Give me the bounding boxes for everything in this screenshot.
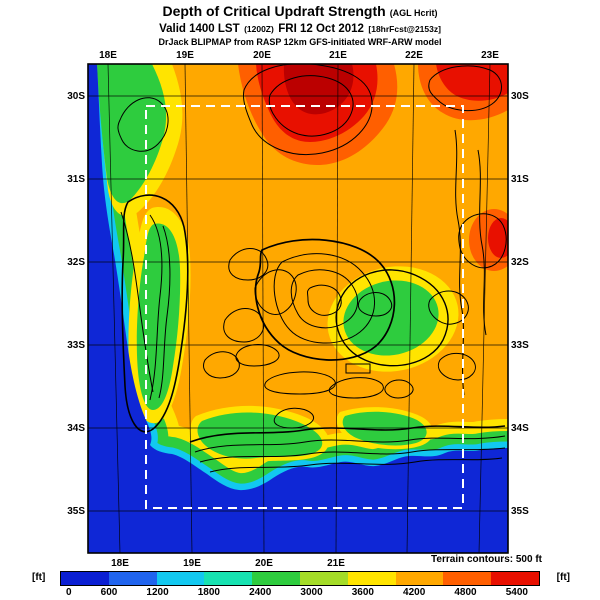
colorbar-segment bbox=[252, 572, 300, 585]
valid-date: FRI 12 Oct 2012 bbox=[278, 23, 364, 35]
colorbar-tick-labels: 0 600 1200 1800 2400 3000 3600 4200 4800… bbox=[60, 587, 538, 598]
model-line: DrJack BLIPMAP from RASP 12km GFS-initia… bbox=[158, 37, 442, 47]
lon-label-top: 20E bbox=[253, 50, 271, 61]
title-agl-suffix: (AGL Hcrit) bbox=[389, 8, 438, 18]
lon-label-top: 22E bbox=[405, 50, 423, 61]
lat-label-right: 34S bbox=[511, 423, 529, 434]
valid-time: Valid 1400 LST bbox=[159, 23, 240, 35]
lon-label-bottom: 21E bbox=[327, 558, 345, 569]
lat-label-left: 33S bbox=[67, 340, 85, 351]
colorbar-tick: 5400 bbox=[505, 587, 528, 598]
colorbar-segment bbox=[299, 572, 348, 585]
lat-label-right: 31S bbox=[511, 174, 529, 185]
lon-label-bottom: 18E bbox=[111, 558, 129, 569]
lon-labels-top: 18E 19E 20E 21E 22E 23E bbox=[99, 50, 499, 61]
terrain-contours-note: Terrain contours: 500 ft bbox=[431, 554, 542, 565]
lon-label-top: 18E bbox=[99, 50, 117, 61]
lat-label-right: 32S bbox=[511, 257, 529, 268]
colorbar-units-right: [ft] bbox=[556, 572, 570, 583]
colorbar-tick: 3600 bbox=[351, 587, 374, 598]
ocean-fill bbox=[88, 64, 508, 553]
colorbar-segment bbox=[347, 572, 396, 585]
colorbar-units-left: [ft] bbox=[32, 572, 46, 583]
lat-label-left: 30S bbox=[67, 91, 85, 102]
lat-labels-left: 30S 31S 32S 33S 34S 35S bbox=[67, 91, 85, 517]
valid-line: Valid 1400 LST (1200Z) FRI 12 Oct 2012 [… bbox=[0, 21, 600, 36]
map-frame bbox=[87, 63, 509, 554]
colorbar-tick: 4800 bbox=[454, 587, 477, 598]
lat-label-left: 34S bbox=[67, 423, 85, 434]
colorbar-segment bbox=[61, 572, 109, 585]
lat-label-left: 31S bbox=[67, 174, 85, 185]
colorbar-tick: 3000 bbox=[300, 587, 323, 598]
lon-label-top: 23E bbox=[481, 50, 499, 61]
colorbar-segment bbox=[395, 572, 444, 585]
lat-label-left: 32S bbox=[67, 257, 85, 268]
colorbar bbox=[60, 571, 540, 586]
lat-label-right: 35S bbox=[511, 506, 529, 517]
colorbar-tick: 1200 bbox=[146, 587, 169, 598]
lon-label-top: 21E bbox=[329, 50, 347, 61]
high-depth-red-regions bbox=[238, 64, 508, 271]
colorbar-segment bbox=[491, 572, 539, 585]
lon-label-top: 19E bbox=[176, 50, 194, 61]
colorbar-tick: 0 bbox=[66, 587, 72, 598]
valid-zulu: (1200Z) bbox=[244, 24, 274, 34]
colorbar-tick: 1800 bbox=[197, 587, 220, 598]
colorbar-segment bbox=[204, 572, 253, 585]
lon-label-bottom: 20E bbox=[255, 558, 273, 569]
colorbar-tick: 4200 bbox=[403, 587, 426, 598]
lat-labels-right: 30S 31S 32S 33S 34S 35S bbox=[511, 91, 529, 517]
lat-label-right: 33S bbox=[511, 340, 529, 351]
header: Depth of Critical Updraft Strength (AGL H… bbox=[0, 3, 600, 48]
valid-fcst: [18hrFcst@2153z] bbox=[368, 24, 441, 34]
title-main: Depth of Critical Updraft Strength bbox=[162, 3, 386, 19]
inner-domain-box bbox=[145, 105, 464, 509]
map-fill-layers bbox=[88, 64, 508, 553]
colorbar-tick: 600 bbox=[100, 587, 118, 598]
colorbar-segment bbox=[108, 572, 157, 585]
lon-label-bottom: 19E bbox=[183, 558, 201, 569]
terrain-contours bbox=[117, 64, 507, 473]
lon-labels-bottom: 18E 19E 20E 21E bbox=[111, 558, 345, 569]
colorbar-segment bbox=[156, 572, 205, 585]
lat-label-left: 35S bbox=[67, 506, 85, 517]
colorbar-tick: 2400 bbox=[249, 587, 272, 598]
colorbar-segment bbox=[443, 572, 492, 585]
page-title: Depth of Critical Updraft Strength (AGL H… bbox=[0, 3, 600, 21]
lat-label-right: 30S bbox=[511, 91, 529, 102]
